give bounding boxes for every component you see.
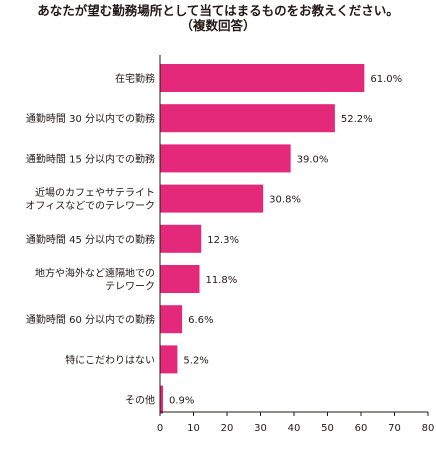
data-label: 5.2% bbox=[183, 355, 208, 366]
data-label: 52.2% bbox=[341, 114, 373, 125]
data-label: 12.3% bbox=[207, 235, 239, 246]
x-tick-label: 70 bbox=[388, 423, 401, 434]
category-label: 在宅勤務 bbox=[115, 72, 155, 85]
x-tick-label: 80 bbox=[422, 423, 435, 434]
chart-title-line2: （複数回答） bbox=[180, 18, 256, 33]
data-label: 6.6% bbox=[188, 315, 213, 326]
data-label: 0.9% bbox=[169, 396, 194, 407]
data-label: 11.8% bbox=[206, 275, 238, 286]
x-tick-label: 0 bbox=[157, 423, 163, 434]
data-label: 39.0% bbox=[297, 154, 329, 165]
category-label: 近場のカフェやサテライト bbox=[35, 186, 155, 199]
bar bbox=[160, 345, 178, 374]
category-label: 地方や海外など遠隔地での bbox=[35, 267, 155, 280]
category-label: その他 bbox=[125, 394, 155, 407]
category-label: 通勤時間 60 分以内での勤務 bbox=[26, 313, 155, 326]
x-tick-label: 40 bbox=[288, 423, 301, 434]
bar bbox=[160, 144, 291, 173]
x-tick-label: 50 bbox=[321, 423, 334, 434]
bar bbox=[160, 385, 164, 414]
category-label: オフィスなどでのテレワーク bbox=[25, 200, 155, 212]
bar bbox=[160, 184, 264, 213]
category-label: テレワーク bbox=[105, 281, 155, 293]
x-tick-label: 20 bbox=[221, 423, 234, 434]
x-tick-label: 10 bbox=[187, 423, 200, 434]
data-label: 30.8% bbox=[269, 195, 301, 206]
chart-title-line1: あなたが望む勤務場所として当てはまるものをお教えください。 bbox=[37, 3, 399, 18]
category-label: 通勤時間 45 分以内での勤務 bbox=[26, 233, 155, 246]
data-label: 61.0% bbox=[370, 74, 402, 85]
bar bbox=[160, 224, 202, 253]
bar bbox=[160, 104, 335, 133]
category-label: 通勤時間 30 分以内での勤務 bbox=[26, 112, 155, 125]
bar bbox=[160, 265, 200, 293]
x-tick-label: 30 bbox=[254, 423, 267, 434]
bar bbox=[160, 305, 183, 334]
x-tick-label: 60 bbox=[355, 423, 368, 434]
bar bbox=[160, 64, 365, 92]
category-label: 特にこだわりはない bbox=[65, 354, 155, 366]
chart-title: あなたが望む勤務場所として当てはまるものをお教えください。 （複数回答） bbox=[0, 3, 436, 33]
category-label: 通勤時間 15 分以内での勤務 bbox=[26, 152, 155, 165]
